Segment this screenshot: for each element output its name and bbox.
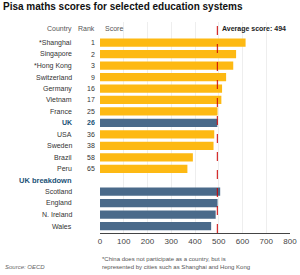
svg-text:9: 9 (91, 74, 95, 81)
svg-text:700: 700 (260, 237, 274, 246)
svg-text:Scotland: Scotland (45, 188, 72, 195)
svg-text:1: 1 (91, 39, 95, 46)
svg-text:*China does not participate as: *China does not participate as a country… (102, 256, 250, 270)
svg-text:26: 26 (87, 119, 95, 126)
svg-text:38: 38 (87, 142, 95, 149)
svg-text:N. Ireland: N. Ireland (42, 211, 72, 218)
svg-text:Vietnam: Vietnam (46, 96, 72, 103)
svg-text:Switzerland: Switzerland (36, 74, 72, 81)
svg-text:Singapore: Singapore (40, 50, 72, 58)
svg-text:UK breakdown: UK breakdown (19, 176, 72, 185)
svg-text:Sweden: Sweden (47, 142, 72, 149)
svg-text:Score: Score (105, 25, 123, 32)
svg-text:Average score: 494: Average score: 494 (222, 25, 286, 33)
svg-text:600: 600 (236, 237, 250, 246)
svg-text:Wales: Wales (52, 223, 72, 230)
svg-text:400: 400 (188, 237, 202, 246)
svg-text:UK: UK (62, 119, 72, 126)
svg-text:16: 16 (87, 85, 95, 92)
svg-text:36: 36 (87, 131, 95, 138)
svg-text:100: 100 (117, 237, 131, 246)
svg-text:*Shanghai: *Shanghai (39, 39, 72, 47)
svg-text:Country: Country (47, 25, 72, 33)
svg-text:Brazil: Brazil (54, 154, 72, 161)
svg-text:800: 800 (283, 237, 297, 246)
svg-text:USA: USA (57, 131, 72, 138)
svg-text:200: 200 (141, 237, 155, 246)
svg-text:17: 17 (87, 96, 95, 103)
svg-text:0: 0 (98, 237, 103, 246)
svg-text:2: 2 (91, 51, 95, 58)
svg-text:*Hong Kong: *Hong Kong (34, 62, 72, 70)
svg-text:300: 300 (165, 237, 179, 246)
svg-text:Rank: Rank (78, 25, 95, 32)
svg-text:Peru: Peru (57, 165, 72, 172)
svg-text:England: England (46, 199, 72, 207)
svg-text:25: 25 (87, 108, 95, 115)
svg-text:500: 500 (212, 237, 226, 246)
svg-text:Germany: Germany (43, 85, 72, 93)
svg-text:58: 58 (87, 154, 95, 161)
svg-text:France: France (50, 108, 72, 115)
svg-text:Source: OECD: Source: OECD (5, 264, 45, 270)
svg-text:65: 65 (87, 165, 95, 172)
svg-text:3: 3 (91, 62, 95, 69)
svg-text:Pisa maths scores for selected: Pisa maths scores for selected education… (3, 1, 243, 12)
